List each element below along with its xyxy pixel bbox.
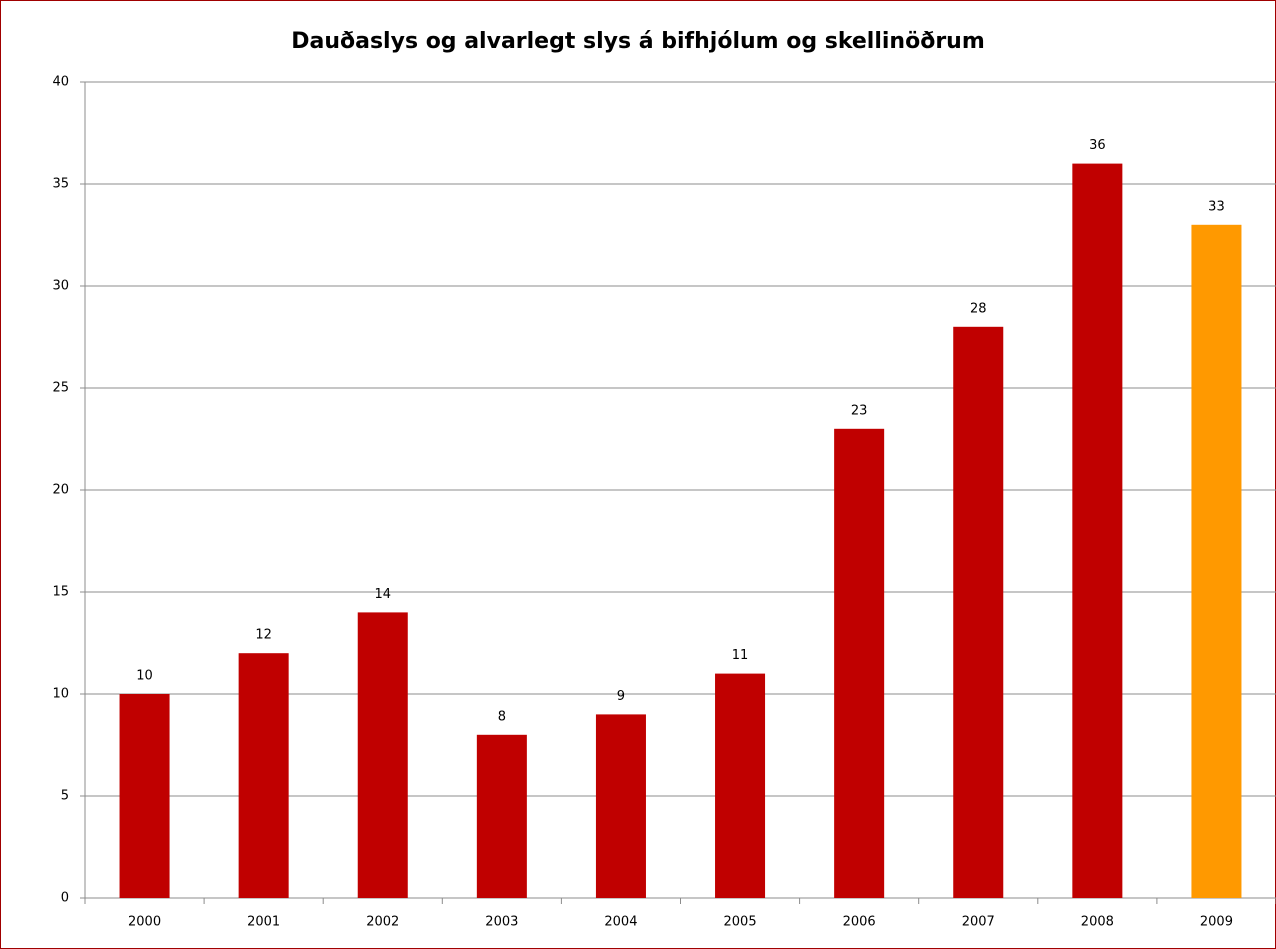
bar xyxy=(357,612,408,898)
x-tick-label: 2009 xyxy=(1200,915,1233,930)
x-tick-label: 2003 xyxy=(485,915,518,930)
y-tick-label: 15 xyxy=(52,585,69,600)
y-tick-label: 0 xyxy=(61,891,69,906)
data-label: 12 xyxy=(255,628,272,643)
data-label: 14 xyxy=(374,587,391,602)
bar xyxy=(476,734,527,898)
y-tick-label: 25 xyxy=(52,381,69,396)
x-tick-label: 2004 xyxy=(604,915,637,930)
data-label: 10 xyxy=(136,669,153,684)
bar xyxy=(1191,224,1242,899)
x-tick-label: 2001 xyxy=(247,915,280,930)
y-tick-label: 10 xyxy=(52,687,69,702)
data-label: 28 xyxy=(970,301,987,316)
y-tick-label: 20 xyxy=(52,483,69,498)
x-tick-label: 2002 xyxy=(366,915,399,930)
data-label: 11 xyxy=(732,648,749,663)
bar xyxy=(119,694,170,898)
y-tick-label: 40 xyxy=(52,75,69,90)
x-tick-label: 2008 xyxy=(1081,915,1114,930)
data-label: 33 xyxy=(1208,199,1225,214)
bar xyxy=(953,326,1004,898)
bar xyxy=(834,428,885,898)
y-tick-label: 35 xyxy=(52,177,69,192)
x-tick-label: 2006 xyxy=(843,915,876,930)
x-tick-label: 2005 xyxy=(724,915,757,930)
bar xyxy=(715,673,766,898)
bar xyxy=(238,653,289,898)
data-label: 9 xyxy=(617,689,625,704)
y-tick-label: 30 xyxy=(52,279,69,294)
x-tick-label: 2000 xyxy=(128,915,161,930)
x-tick-label: 2007 xyxy=(962,915,995,930)
bar xyxy=(595,714,646,898)
chart-title: Dauðaslys og alvarlegt slys á bifhjólum … xyxy=(291,29,985,54)
y-tick-label: 5 xyxy=(61,789,69,804)
bar xyxy=(1072,163,1123,899)
data-label: 8 xyxy=(498,709,506,724)
data-label: 23 xyxy=(851,403,868,418)
data-label: 36 xyxy=(1089,138,1106,153)
